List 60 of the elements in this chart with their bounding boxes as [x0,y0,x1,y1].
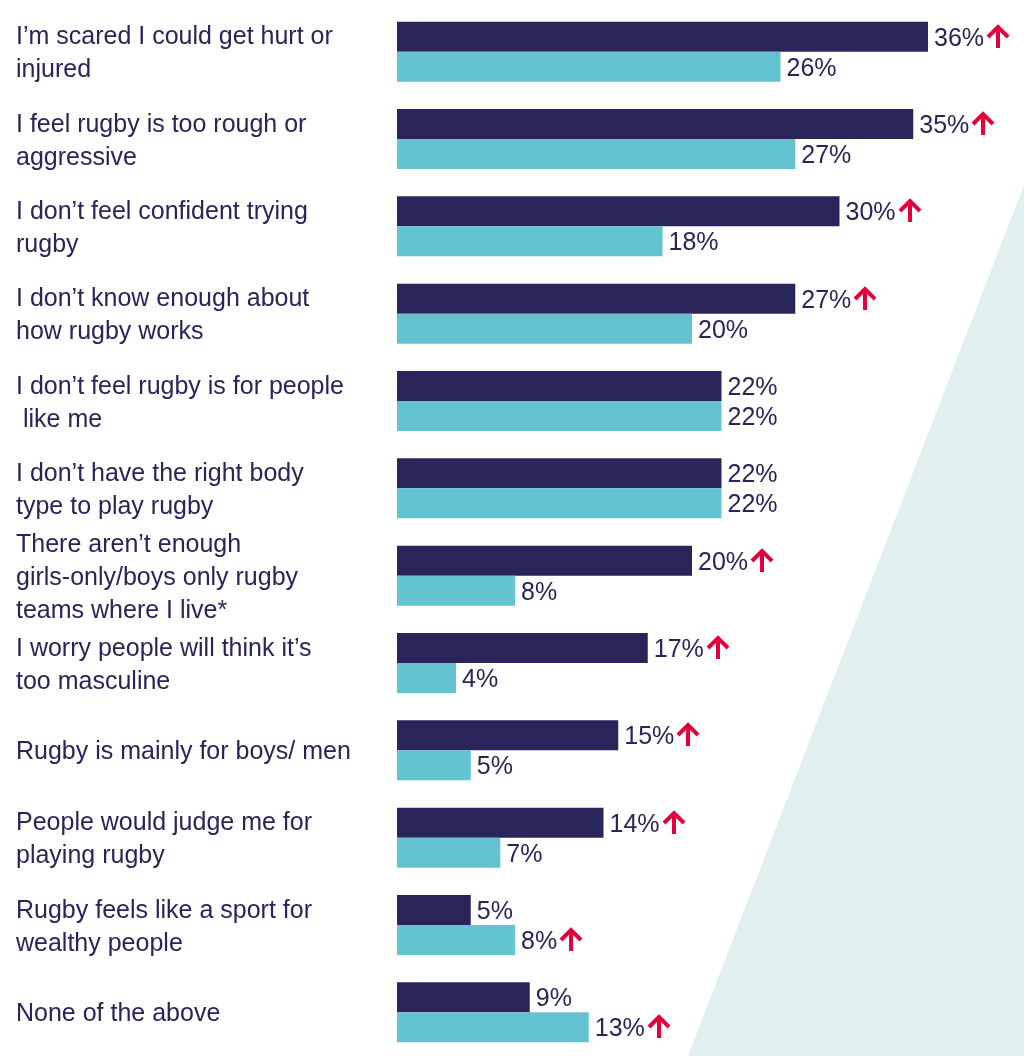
bar [397,720,619,751]
bar [397,633,648,663]
bar [397,1012,589,1043]
bar [397,837,501,868]
bar [397,21,928,52]
bar [397,488,722,519]
bar [397,139,796,169]
y-tick-label: There aren’t enough girls-only/boys only rugby teams where I live* [16,528,306,623]
bar [397,458,722,489]
bar [397,196,840,227]
data-label: 4% [462,664,499,692]
data-label: 26% [786,52,837,81]
y-tick-label: I feel rugby is too rough or aggressive [16,108,314,170]
y-tick-label: I’m scared I could get hurt or injured [16,21,340,83]
y-tick-label: I don’t know enough about how rugby works [16,283,317,345]
data-label: 27% [801,284,852,313]
data-label: 13% [594,1013,645,1042]
y-tick-label: None of the above [16,998,221,1027]
bar [397,982,530,1013]
data-label: 22% [727,459,778,488]
bar [397,663,456,693]
bar [397,109,914,139]
bar [397,895,471,925]
data-label: 18% [668,227,719,256]
data-label: 27% [801,140,852,168]
y-tick-label: I worry people will think it’s too masculine [16,632,319,694]
bar [397,807,604,838]
data-label: 14% [609,808,660,837]
bar [397,226,663,257]
data-label: 5% [476,751,513,780]
bar [397,313,692,344]
data-label: 9% [535,983,572,1012]
y-tick-label: People would judge me for playing rugby [16,807,319,869]
data-label: 36% [934,22,985,51]
bar [397,750,471,781]
data-label: 7% [506,838,543,867]
data-label: 22% [727,372,778,400]
bar [397,283,796,314]
y-tick-label: I don’t feel confident trying rugby [16,195,315,257]
bar [397,925,515,955]
data-label: 15% [624,721,675,750]
bar [397,575,515,606]
bar [397,545,692,576]
data-label: 20% [698,546,749,575]
bar [397,51,781,82]
data-label: 17% [653,634,704,662]
bar [397,401,722,431]
y-tick-label: Rugby is mainly for boys/ men [16,736,351,765]
y-tick-label: Rugby feels like a sport for wealthy people [15,894,319,956]
bar [397,371,722,401]
data-label: 35% [919,110,970,138]
data-label: 22% [727,402,778,430]
y-tick-label: I don’t have the right body type to play rugby [16,457,311,519]
y-tick-label: I don’t feel rugby is for people like me [16,370,344,432]
data-label: 5% [476,896,513,924]
data-label: 30% [845,197,896,226]
data-label: 8% [521,576,558,605]
data-label: 20% [698,314,749,343]
data-label: 8% [521,926,558,954]
data-label: 22% [727,489,778,518]
